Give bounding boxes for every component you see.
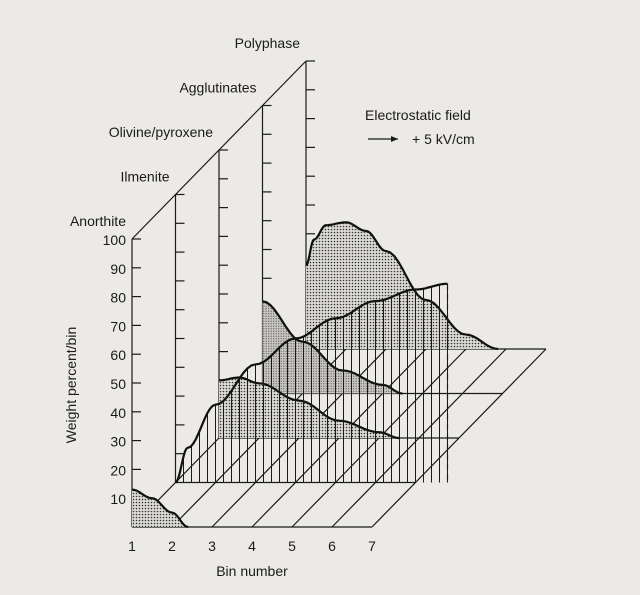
series-curve-polyphase (305, 221, 499, 351)
x-tick-label: 4 (248, 538, 256, 554)
series-label: Agglutinates (179, 80, 256, 96)
x-axis-label: Bin number (216, 563, 288, 579)
y-tick-label: 70 (110, 318, 126, 334)
x-tick-label: 6 (328, 538, 336, 554)
floor-diagonal (371, 348, 547, 528)
y-tick-label: 30 (110, 434, 126, 450)
x-tick-label: 2 (168, 538, 176, 554)
y-tick-label: 100 (103, 232, 127, 248)
annotation-field-strength: + 5 kV/cm (412, 131, 475, 147)
y-axis-label: Weight percent/bin (63, 327, 79, 443)
series-curve-agglutinates (262, 300, 403, 395)
y-tick-label: 90 (110, 261, 126, 277)
top-diagonal-axis (131, 60, 307, 240)
y-tick-label: 10 (110, 491, 126, 507)
series-label: Polyphase (235, 35, 301, 51)
y-tick-label: 20 (110, 462, 126, 478)
series-curve-ilmenite (174, 282, 448, 484)
series-area-anorthite (132, 489, 188, 527)
labels: Anorthite Ilmenite Olivine/pyroxene Aggluti… (63, 35, 475, 579)
series-label: Anorthite (70, 213, 126, 229)
annotation-electrostatic-field: Electrostatic field (365, 107, 471, 123)
series-curve-anorthite (131, 488, 189, 529)
series-area-agglutinates (262, 301, 403, 394)
y-tick-label: 60 (110, 347, 126, 363)
series-area-polyphase (306, 222, 498, 349)
x-tick-label: 7 (368, 538, 376, 554)
y-tick-label: 80 (110, 290, 126, 306)
series-label: Ilmenite (120, 169, 169, 185)
y-tick-label: 50 (110, 376, 126, 392)
x-tick-label: 5 (288, 538, 296, 554)
floor-diagonal (331, 348, 507, 528)
x-tick-label: 3 (208, 538, 216, 554)
series-label: Olivine/pyroxene (109, 124, 213, 140)
y-tick-label: 40 (110, 405, 126, 421)
x-tick-label: 1 (128, 538, 136, 554)
series-group (131, 221, 499, 529)
arrow-head-icon (391, 136, 398, 142)
